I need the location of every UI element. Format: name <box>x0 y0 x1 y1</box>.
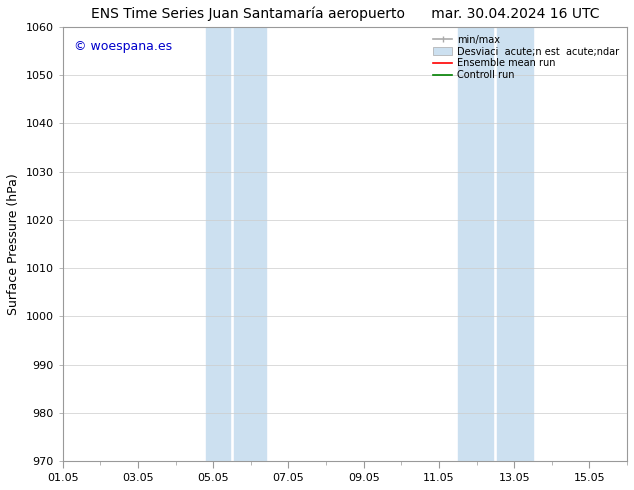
Y-axis label: Surface Pressure (hPa): Surface Pressure (hPa) <box>7 173 20 315</box>
Bar <box>497 27 533 461</box>
Bar <box>234 27 266 461</box>
Legend: min/max, Desviaci  acute;n est  acute;ndar, Ensemble mean run, Controll run: min/max, Desviaci acute;n est acute;ndar… <box>430 32 622 83</box>
Bar <box>205 27 230 461</box>
Text: © woespana.es: © woespana.es <box>74 40 172 53</box>
Title: ENS Time Series Juan Santamaría aeropuerto      mar. 30.04.2024 16 UTC: ENS Time Series Juan Santamaría aeropuer… <box>91 7 599 22</box>
Bar <box>458 27 493 461</box>
